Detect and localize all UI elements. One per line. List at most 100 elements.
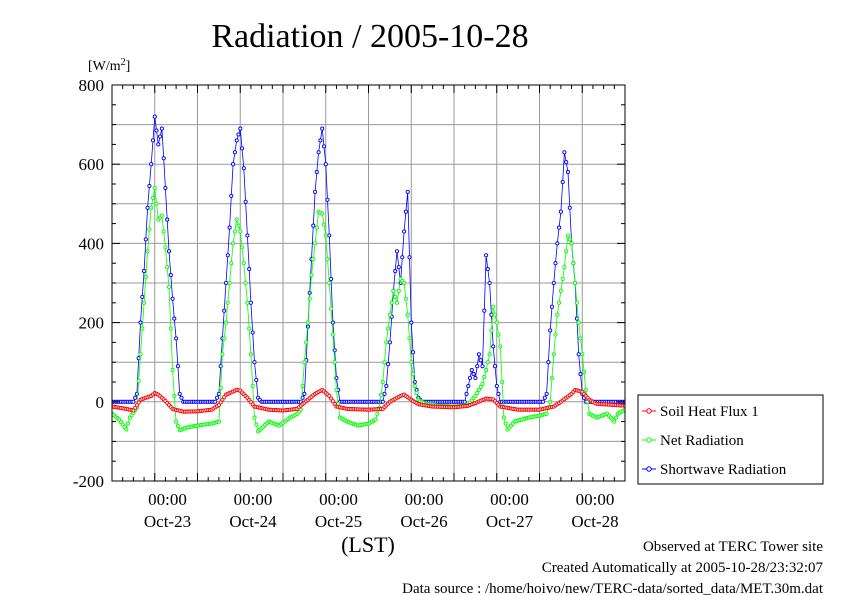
data-point xyxy=(325,257,330,262)
data-point xyxy=(557,225,562,230)
data-point xyxy=(252,415,257,420)
y-tick-label: 0 xyxy=(96,393,105,412)
data-point xyxy=(542,395,547,400)
data-point xyxy=(410,372,416,377)
data-point xyxy=(170,296,175,301)
data-point xyxy=(567,237,572,242)
y-axis-unit-base: [W/m xyxy=(88,59,121,74)
data-point xyxy=(469,368,474,373)
data-point xyxy=(236,223,241,228)
data-point xyxy=(478,358,483,363)
data-point xyxy=(302,391,307,396)
data-point xyxy=(546,360,551,365)
data-point xyxy=(245,300,250,305)
data-point xyxy=(329,396,334,401)
data-point xyxy=(386,326,391,331)
data-point xyxy=(158,134,163,139)
data-point xyxy=(238,126,243,131)
data-point xyxy=(300,383,305,389)
data-point xyxy=(564,160,569,165)
data-point xyxy=(177,391,182,396)
data-point xyxy=(576,320,581,325)
data-point xyxy=(241,261,246,266)
data-point xyxy=(386,362,391,367)
data-point xyxy=(334,387,339,392)
data-point xyxy=(323,162,328,167)
data-point xyxy=(234,217,239,222)
data-point xyxy=(316,150,321,155)
data-point xyxy=(142,269,147,274)
data-point xyxy=(216,402,221,408)
data-point xyxy=(574,300,579,305)
data-point xyxy=(150,138,156,143)
series-shortwave-radiation xyxy=(112,114,625,404)
data-point xyxy=(548,399,553,404)
data-point xyxy=(223,280,229,286)
data-point xyxy=(234,138,239,143)
data-point xyxy=(403,209,408,214)
data-point xyxy=(174,336,179,341)
data-point xyxy=(555,241,560,246)
x-time-label: 00:00 xyxy=(405,490,444,509)
data-point xyxy=(161,229,166,234)
x-date-label: Oct-27 xyxy=(486,512,534,531)
data-point xyxy=(159,213,164,218)
data-point xyxy=(166,284,172,290)
x-time-label: 00:00 xyxy=(148,490,187,509)
legend-label: Net Radiation xyxy=(660,433,744,449)
x-time-label: 00:00 xyxy=(234,490,273,509)
data-point xyxy=(558,288,563,293)
data-point xyxy=(329,276,334,282)
data-point xyxy=(394,249,400,254)
data-point xyxy=(487,280,492,286)
y-tick-label: 600 xyxy=(79,155,105,174)
y-axis-ticks: -200 0 200 400 600 800 xyxy=(73,76,625,491)
data-point xyxy=(216,419,221,424)
data-point xyxy=(489,328,494,333)
data-point xyxy=(133,395,138,400)
data-point xyxy=(492,312,498,317)
data-point xyxy=(321,144,327,149)
data-point xyxy=(145,205,150,210)
data-point xyxy=(159,126,164,131)
legend-label: Shortwave Radiation xyxy=(660,462,787,478)
x-date-label: Oct-23 xyxy=(144,512,191,531)
data-point xyxy=(473,375,478,381)
data-point xyxy=(239,146,245,151)
data-point xyxy=(578,372,583,377)
x-date-label: Oct-26 xyxy=(400,512,447,531)
data-point xyxy=(138,352,143,357)
data-point xyxy=(142,300,147,305)
data-point xyxy=(414,390,419,395)
data-point xyxy=(412,383,417,389)
series-layer xyxy=(112,114,625,434)
data-point xyxy=(544,411,549,416)
x-time-label: 00:00 xyxy=(490,490,529,509)
data-point xyxy=(140,294,145,299)
data-point xyxy=(464,391,469,396)
data-point xyxy=(223,320,229,325)
x-axis-ticks: 00:00 Oct-23 00:00 Oct-24 00:00 Oct-25 00:00 Oc… xyxy=(111,85,626,531)
data-point xyxy=(407,255,412,260)
data-point xyxy=(402,229,407,234)
data-point xyxy=(302,360,307,365)
data-point xyxy=(391,288,396,293)
data-point xyxy=(389,300,394,305)
data-point xyxy=(140,326,145,331)
data-point xyxy=(503,421,508,426)
data-point xyxy=(161,156,166,161)
data-point xyxy=(471,372,476,377)
legend-swatch-marker xyxy=(646,437,652,443)
data-point xyxy=(551,280,556,286)
data-point xyxy=(567,205,572,210)
data-point xyxy=(314,225,319,230)
data-point xyxy=(482,375,487,380)
data-point xyxy=(165,265,170,270)
data-point xyxy=(402,280,407,286)
data-point xyxy=(614,415,619,420)
x-date-label: Oct-24 xyxy=(229,512,277,531)
data-point xyxy=(330,399,335,404)
data-point xyxy=(218,385,223,390)
data-point xyxy=(475,364,480,369)
data-point xyxy=(309,273,314,278)
